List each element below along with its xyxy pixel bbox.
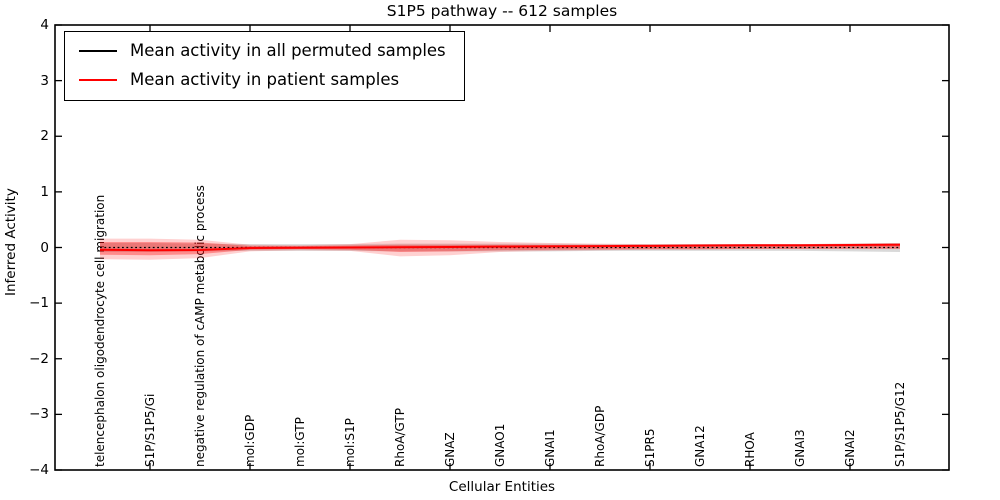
legend-label-permuted: Mean activity in all permuted samples (130, 41, 446, 60)
permuted-samples-std-band (100, 243, 900, 252)
y-tick-label: 4 (40, 17, 49, 33)
legend-line-sample-black-icon (79, 49, 117, 52)
x-tick-label: GNA12 (693, 425, 707, 467)
x-tick-label: negative regulation of cAMP metabolic pr… (193, 185, 207, 467)
x-tick-label: GNAI1 (543, 429, 557, 467)
x-tick-label: GNAI2 (843, 429, 857, 467)
y-tick-label: −3 (29, 406, 49, 423)
x-tick-label: mol:S1P (343, 418, 357, 467)
x-tick-label: GNAZ (443, 432, 457, 467)
x-tick-label: RHOA (743, 432, 757, 467)
x-axis-label: Cellular Entities (448, 479, 556, 495)
patient-samples-std-band-inner (100, 241, 900, 256)
x-tick-label: mol:GTP (293, 417, 307, 467)
y-tick-label: −1 (29, 295, 49, 312)
x-tick-label: GNAI3 (793, 429, 807, 467)
y-tick-label: 1 (40, 183, 49, 200)
x-tick-label: S1PR5 (643, 428, 657, 467)
chart-title: S1P5 pathway -- 612 samples (386, 2, 618, 20)
x-tick-label: GNAO1 (493, 423, 507, 467)
patient-mean-line (99, 243, 901, 252)
x-tick-label: mol:GDP (243, 414, 257, 467)
legend-line-sample-red-icon (79, 78, 117, 81)
legend-label-patient: Mean activity in patient samples (130, 70, 400, 89)
legend-entry-permuted: Mean activity in all permuted samples (79, 36, 446, 65)
legend-entry-patient: Mean activity in patient samples (79, 65, 446, 94)
y-tick-label: −2 (29, 350, 49, 367)
x-tick-label: S1P/S1P5/G12 (893, 381, 907, 467)
patient-samples-std-band-outer (100, 238, 900, 260)
y-tick-label: 2 (40, 128, 49, 145)
x-tick-label: RhoA/GTP (393, 408, 407, 467)
legend: Mean activity in all permuted samples Me… (64, 31, 465, 101)
x-tick-label: telencephalon oligodendrocyte cell migra… (93, 194, 107, 467)
x-tick-label: RhoA/GDP (593, 405, 607, 467)
x-tick-label: S1P/S1P5/Gi (143, 393, 157, 467)
y-tick-label: −4 (29, 462, 49, 478)
y-tick-label: 0 (40, 239, 49, 256)
y-tick-label: 3 (40, 72, 49, 89)
